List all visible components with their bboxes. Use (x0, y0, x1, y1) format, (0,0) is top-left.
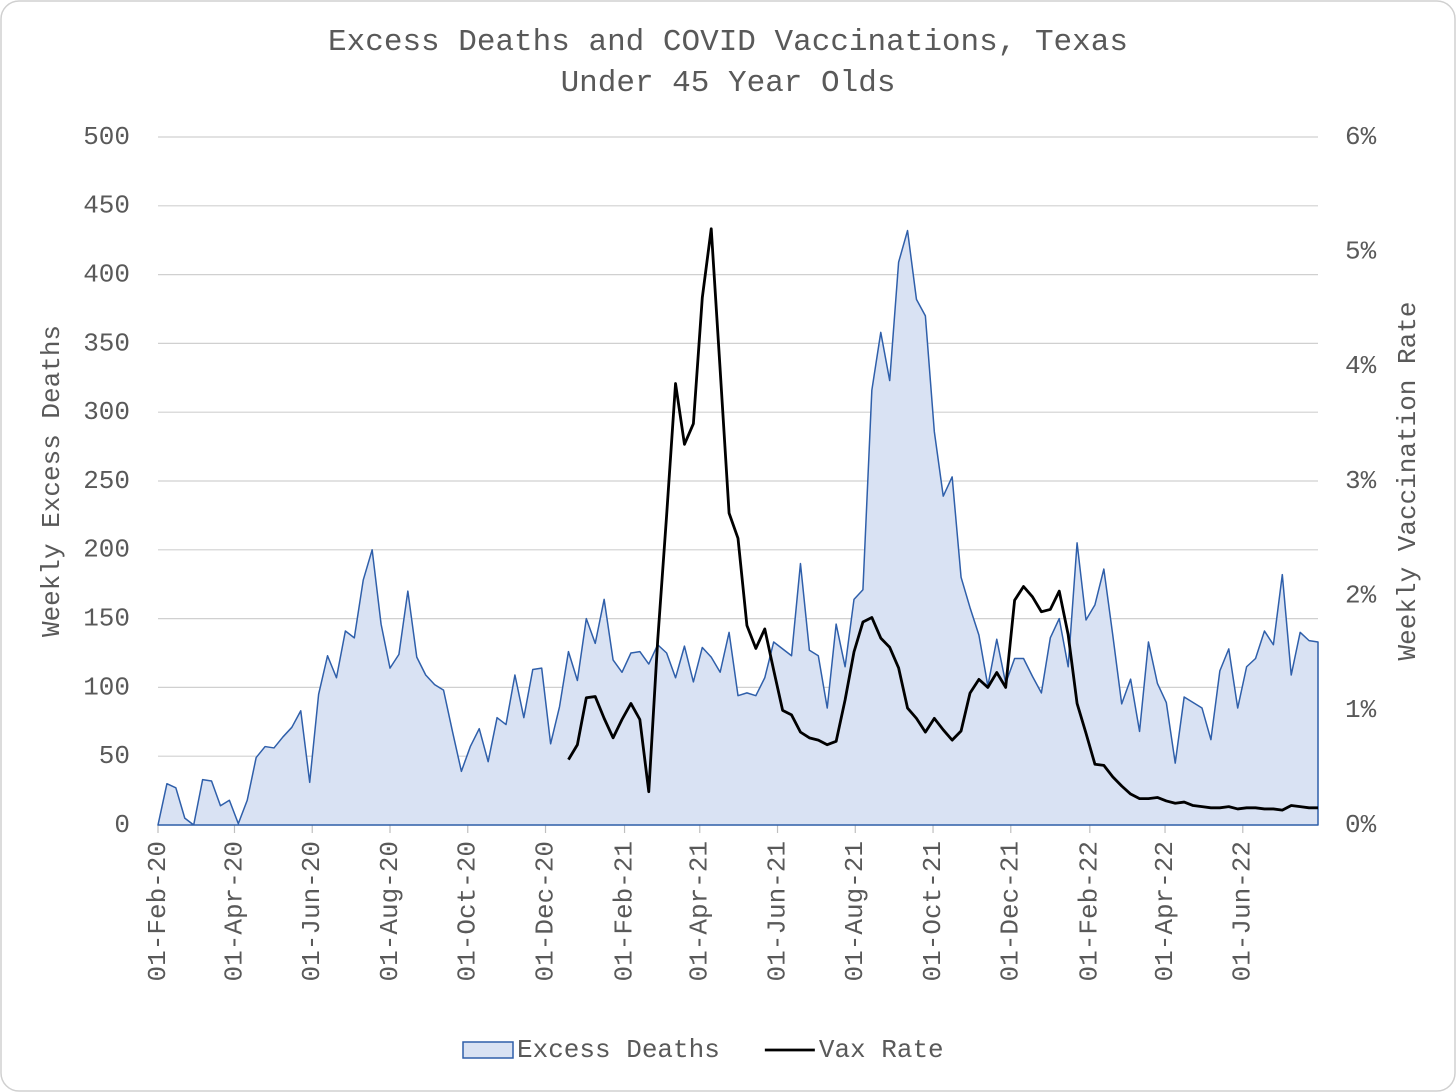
x-tick-label: 01-Dec-20 (530, 841, 560, 981)
x-tick-label: 01-Jun-21 (762, 841, 792, 981)
x-tick-label: 01-Jun-20 (297, 841, 327, 981)
x-tick-label: 01-Feb-20 (143, 841, 173, 981)
y-tick-label: 500 (83, 122, 130, 152)
y-tick-label: 250 (83, 466, 130, 496)
area (157, 229, 1319, 826)
y-tick-label: 400 (83, 259, 130, 289)
y2-tick-label: 6% (1345, 122, 1377, 152)
x-tick-label: 01-Oct-21 (918, 841, 948, 981)
chart-subtitle: Under 45 Year Olds (561, 66, 896, 101)
y-tick-label: 100 (83, 672, 130, 702)
x-tick-label: 01-Aug-20 (375, 841, 405, 981)
legend-swatch (462, 1041, 514, 1059)
y-tick-label: 300 (83, 397, 130, 427)
y2-tick-label: 4% (1345, 351, 1377, 381)
y-tick-label: 50 (99, 741, 130, 771)
y-axis-title: Weekly Excess Deaths (37, 325, 67, 637)
x-tick-label: 01-Aug-21 (840, 841, 870, 981)
y2-tick-label: 2% (1345, 581, 1377, 611)
y-tick-label: 350 (83, 328, 130, 358)
y2-tick-label: 3% (1345, 466, 1377, 496)
x-tick-label: 01-Apr-20 (219, 841, 249, 981)
x-tick-label: 01-Apr-22 (1150, 841, 1180, 981)
line (567, 227, 1318, 812)
y-tick-label: 150 (83, 603, 130, 633)
x-tick-label: 01-Jun-22 (1228, 841, 1258, 981)
y-tick-label: 200 (83, 535, 130, 565)
legend-label: Excess Deaths (517, 1035, 720, 1065)
x-tick-label: 01-Apr-21 (685, 841, 715, 981)
x-tick-label: 01-Feb-21 (609, 841, 639, 981)
x-tick-label: 01-Feb-22 (1075, 841, 1105, 981)
y-tick-label: 450 (83, 191, 130, 221)
y2-axis-title: Weekly Vaccination Rate (1393, 302, 1423, 661)
y2-tick-label: 1% (1345, 695, 1377, 725)
legend-label: Vax Rate (819, 1035, 944, 1065)
x-tick-label: 01-Dec-21 (996, 841, 1026, 981)
y2-tick-label: 0% (1345, 810, 1377, 840)
x-tick-label: 01-Oct-20 (453, 841, 483, 981)
chart-title: Excess Deaths and COVID Vaccinations, Te… (328, 25, 1128, 60)
y2-tick-label: 5% (1345, 237, 1377, 267)
y-tick-label: 0 (114, 810, 130, 840)
